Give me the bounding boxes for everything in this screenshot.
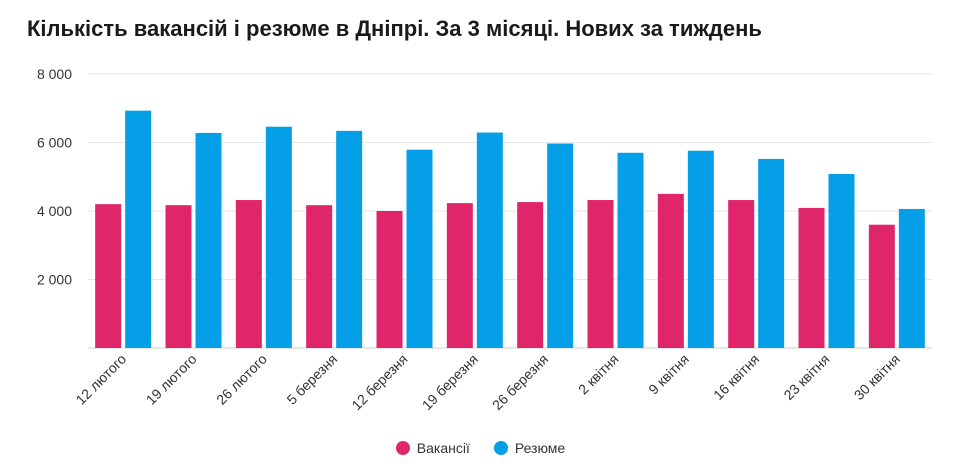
bar-resumes[interactable] — [195, 132, 222, 348]
bar-resumes[interactable] — [265, 126, 292, 349]
legend-swatch-vacancies — [395, 441, 410, 455]
bar-vacancies[interactable] — [165, 205, 192, 348]
bar-resumes[interactable] — [125, 110, 152, 349]
legend-item-vacancies[interactable]: Вакансії — [395, 440, 470, 456]
bar-resumes[interactable] — [898, 208, 925, 348]
y-tick-label: 8 000 — [37, 66, 72, 82]
x-tick-label: 26 лютого — [213, 351, 270, 408]
bar-resumes[interactable] — [547, 143, 574, 348]
x-tick-label: 16 квітня — [710, 351, 762, 403]
chart-title: Кількість вакансій і резюме в Дніпрі. За… — [27, 16, 762, 41]
bar-vacancies[interactable] — [868, 224, 895, 348]
bar-vacancies[interactable] — [587, 200, 614, 348]
legend-item-resumes[interactable]: Резюме — [493, 440, 566, 456]
bar-vacancies[interactable] — [376, 211, 403, 348]
y-tick-label: 4 000 — [37, 203, 72, 219]
bar-resumes[interactable] — [336, 130, 363, 348]
bars — [95, 110, 925, 349]
x-tick-label: 2 квітня — [575, 351, 622, 398]
x-tick-label: 19 лютого — [143, 351, 200, 408]
bar-vacancies[interactable] — [517, 202, 544, 348]
x-axis-ticks: 12 лютого 19 лютого 26 лютого 5 березня 12 б… — [72, 351, 903, 413]
bar-resumes[interactable] — [406, 149, 433, 348]
bar-resumes[interactable] — [476, 132, 503, 348]
x-tick-label: 19 березня — [419, 351, 481, 413]
x-tick-label: 26 березня — [489, 351, 551, 413]
x-tick-label: 9 квітня — [645, 351, 692, 398]
gridlines — [88, 73, 932, 349]
bar-vacancies[interactable] — [235, 200, 262, 348]
legend-label-vacancies: Вакансії — [416, 440, 470, 456]
x-tick-label: 5 березня — [283, 351, 340, 408]
bar-resumes[interactable] — [758, 158, 785, 348]
bar-vacancies[interactable] — [95, 204, 122, 348]
bar-vacancies[interactable] — [657, 193, 684, 348]
bar-vacancies[interactable] — [798, 207, 825, 348]
legend-swatch-resumes — [493, 441, 508, 455]
x-tick-label: 23 квітня — [780, 351, 832, 403]
bar-vacancies[interactable] — [446, 203, 473, 348]
x-tick-label: 12 березня — [348, 351, 410, 413]
y-axis-ticks: 2 000 4 000 6 000 8 000 — [37, 66, 72, 288]
x-tick-label: 12 лютого — [72, 351, 129, 408]
y-tick-label: 2 000 — [37, 272, 72, 288]
bar-resumes[interactable] — [617, 152, 644, 348]
bar-resumes[interactable] — [828, 174, 855, 348]
bar-vacancies[interactable] — [306, 205, 333, 348]
x-tick-label: 30 квітня — [851, 351, 903, 403]
bar-resumes[interactable] — [687, 150, 714, 348]
bar-vacancies[interactable] — [728, 200, 755, 348]
legend: Вакансії Резюме — [0, 440, 961, 456]
legend-label-resumes: Резюме — [514, 440, 566, 456]
y-tick-label: 6 000 — [37, 135, 72, 151]
